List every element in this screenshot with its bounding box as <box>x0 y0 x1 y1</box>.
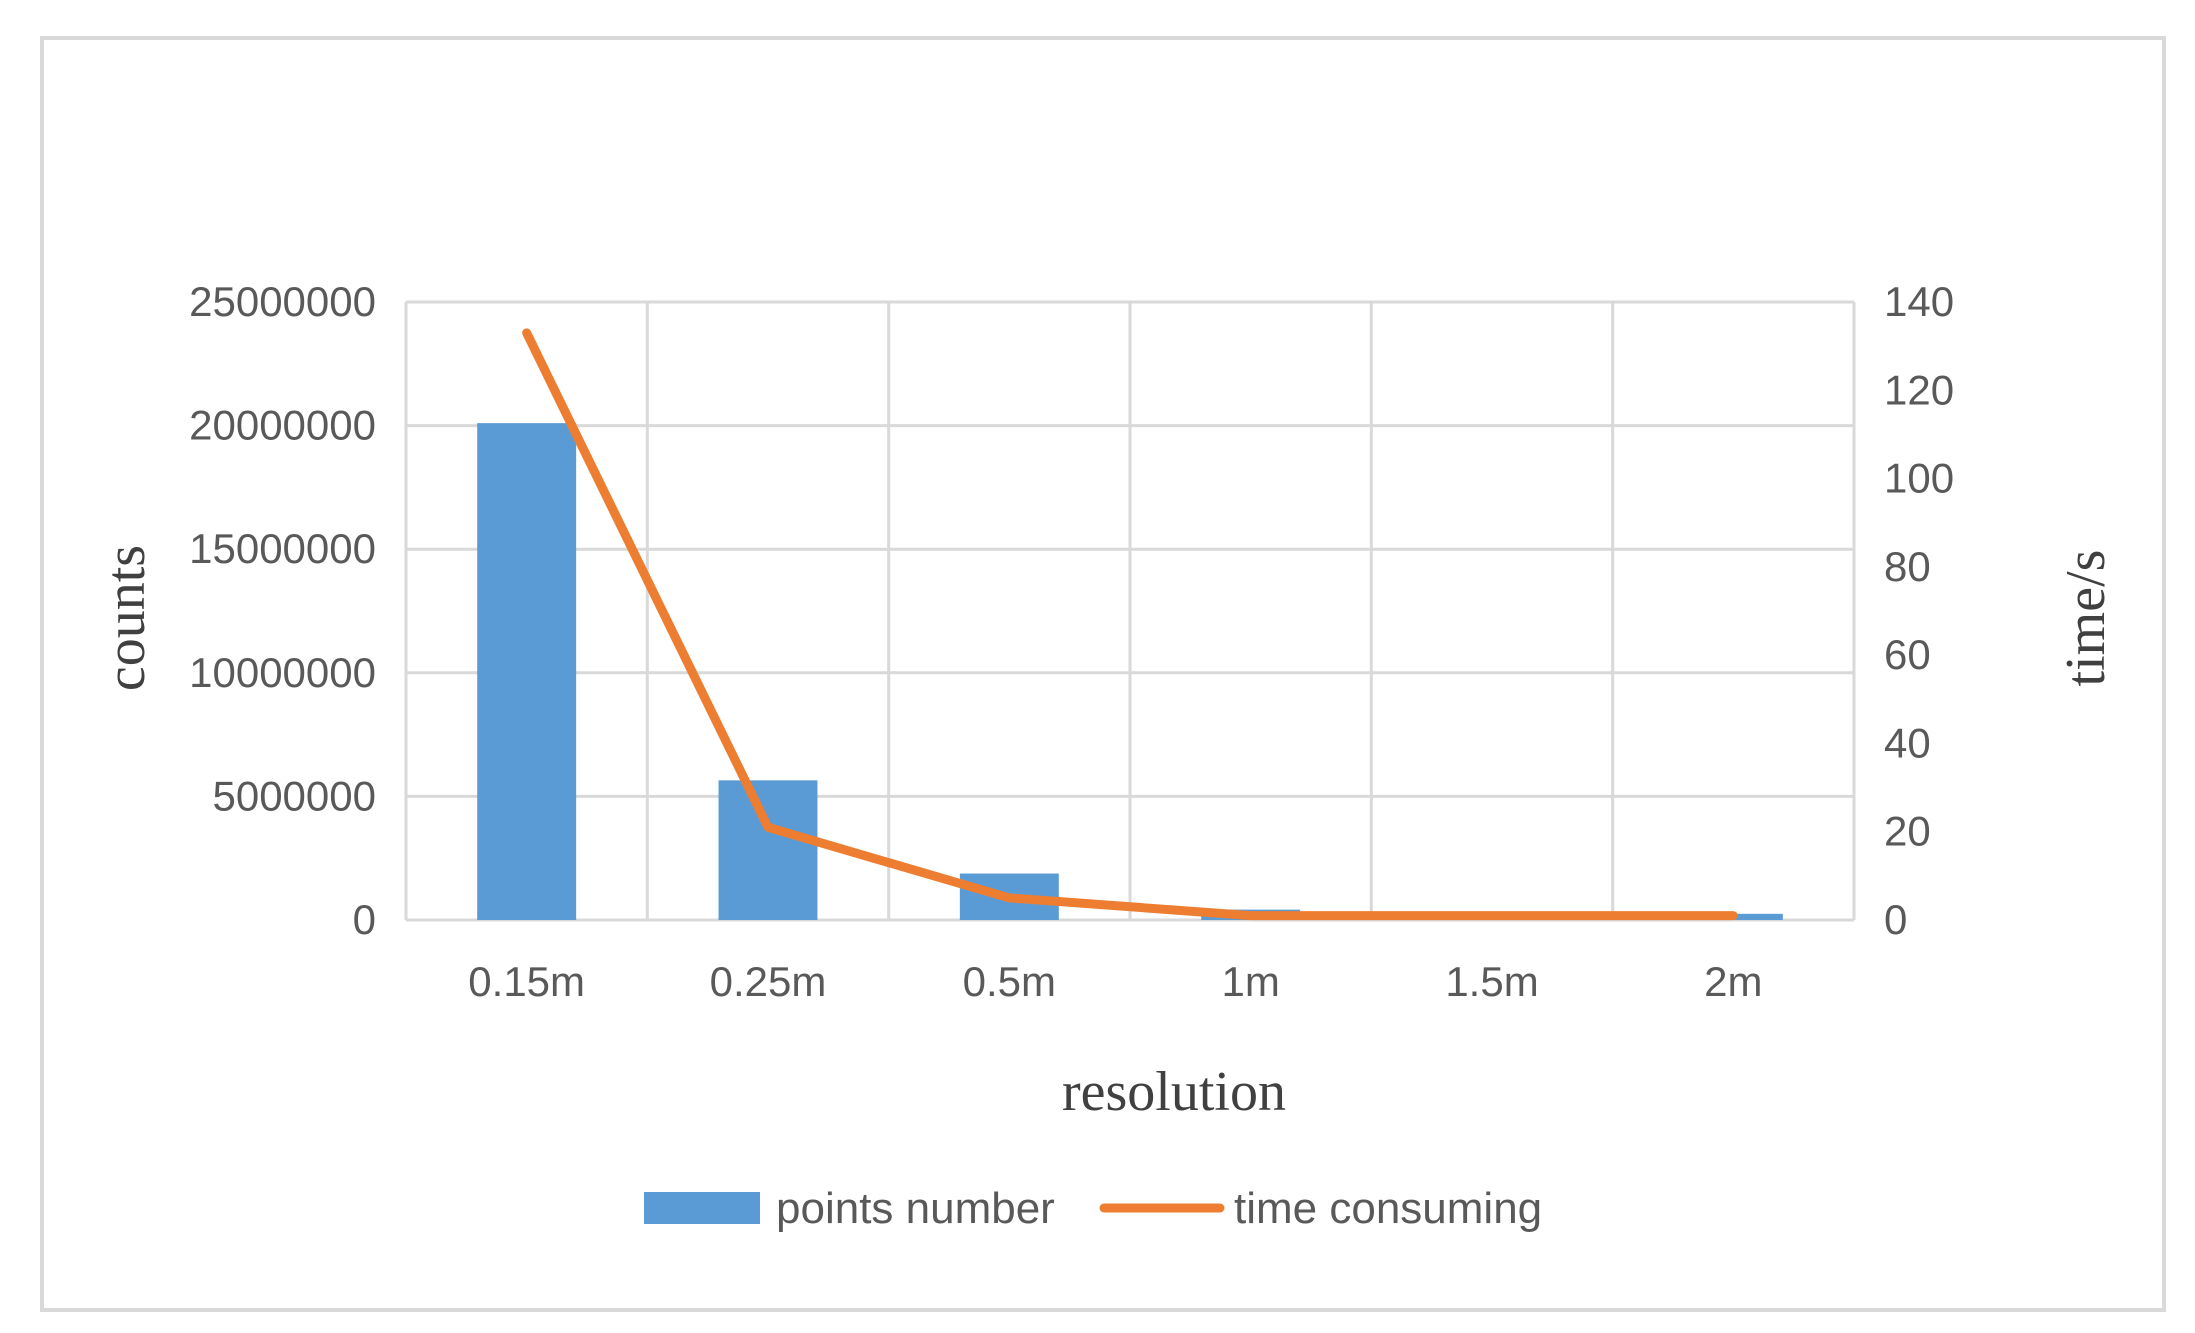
line-time-consuming <box>522 328 1738 921</box>
y2-tick-label: 40 <box>1884 719 1931 766</box>
y-tick-label: 0 <box>353 896 376 943</box>
chart-container: 0 5000000 10000000 15000000 20000000 25000000… <box>40 36 2166 1312</box>
y2-tick-label: 120 <box>1884 366 1954 413</box>
legend-label-points-number: points number <box>776 1184 1055 1233</box>
x-tick-label: 2m <box>1704 958 1762 1005</box>
y-tick-label: 25000000 <box>189 278 376 325</box>
y-tick-label: 15000000 <box>189 525 376 572</box>
y-tick-label: 10000000 <box>189 649 376 696</box>
x-tick-label: 0.25m <box>710 958 827 1005</box>
y-axis-title: counts <box>95 545 157 691</box>
legend-label-time-consuming: time consuming <box>1234 1184 1542 1233</box>
y2-tick-label: 100 <box>1884 455 1954 502</box>
y2-tick-label: 20 <box>1884 808 1931 855</box>
y2-tick-label: 0 <box>1884 896 1907 943</box>
combo-chart: 0 5000000 10000000 15000000 20000000 25000000… <box>95 278 2117 1233</box>
bar-0.15m <box>477 423 577 920</box>
y2-tick-label: 60 <box>1884 631 1931 678</box>
x-tick-label: 0.5m <box>963 958 1056 1005</box>
grid <box>404 300 1856 922</box>
y2-axis-title: time/s <box>2055 550 2117 687</box>
line-series-time-consuming <box>522 328 1738 921</box>
x-axis-ticks: 0.15m 0.25m 0.5m 1m 1.5m 2m <box>468 958 1762 1005</box>
y-tick-label: 5000000 <box>212 772 376 819</box>
y2-tick-label: 80 <box>1884 543 1931 590</box>
left-axis-ticks: 0 5000000 10000000 15000000 20000000 25000000 <box>189 278 376 943</box>
x-axis-title: resolution <box>1062 1061 1286 1123</box>
x-tick-label: 1.5m <box>1445 958 1538 1005</box>
x-tick-label: 0.15m <box>468 958 585 1005</box>
y2-tick-label: 140 <box>1884 278 1954 325</box>
legend-swatch-bar <box>644 1192 760 1224</box>
legend: points number time consuming <box>644 1184 1542 1233</box>
y-tick-label: 20000000 <box>189 402 376 449</box>
x-tick-label: 1m <box>1221 958 1279 1005</box>
right-axis-ticks: 0 20 40 60 80 100 120 140 <box>1884 278 1954 943</box>
bar-0.25m <box>718 780 818 920</box>
